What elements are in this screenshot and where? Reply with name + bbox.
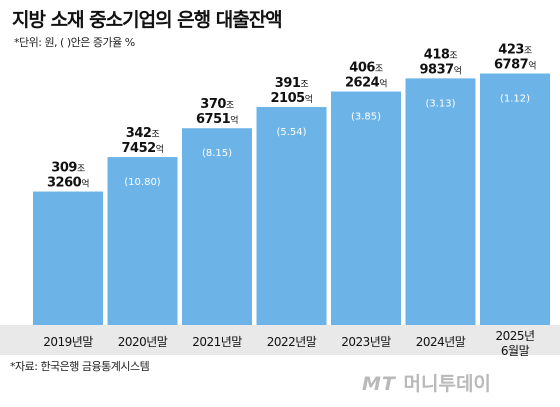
- growth-rate-label: (5.54): [276, 127, 306, 138]
- value-label-eok: 3260억: [47, 176, 89, 191]
- bar: [33, 191, 103, 325]
- category-label: 2024년말: [416, 335, 466, 349]
- value-label-eok: 6751억: [196, 112, 238, 127]
- logo-text: 머니투데이: [403, 373, 491, 395]
- value-label-eok: 9837억: [420, 62, 462, 77]
- source-note: *자료: 한국은행 금융통계시스템: [10, 360, 150, 373]
- bar: [405, 78, 476, 325]
- value-label-eok: 7452억: [122, 141, 164, 156]
- growth-rate-label: (8.15): [202, 148, 232, 159]
- bar: [331, 91, 401, 326]
- category-label: 2022년말: [267, 335, 317, 349]
- bar: [480, 73, 550, 325]
- category-label: 2023년말: [341, 335, 391, 349]
- category-label: 2019년말: [43, 335, 93, 349]
- value-label-jo: 406조: [349, 60, 383, 75]
- bar: [182, 128, 252, 325]
- category-label: 2020년말: [118, 335, 168, 349]
- value-label-eok: 2624억: [345, 75, 387, 90]
- growth-rate-label: (3.85): [351, 111, 381, 122]
- unit-note: *단위: 원, ( )안은 증가율 %: [14, 36, 135, 49]
- growth-rate-label: (10.80): [124, 177, 161, 188]
- value-label-jo: 423조: [498, 43, 532, 58]
- growth-rate-label: (1.12): [500, 94, 530, 105]
- value-label-eok: 2105억: [271, 91, 313, 106]
- x-axis-band-bg: [0, 325, 560, 355]
- value-label-jo: 391조: [275, 76, 309, 91]
- x-axis-band: 2019년말 2020년말 2021년말 2022년말 2023년말 2024년말 2025…: [0, 325, 560, 358]
- publisher-logo: MT 머니투데이: [362, 369, 491, 396]
- logo-mt: MT: [362, 373, 396, 395]
- value-label-eok: 6787억: [494, 58, 536, 73]
- category-label: 6월말: [501, 344, 530, 358]
- value-label-jo: 309조: [51, 161, 85, 176]
- bar: [256, 107, 327, 325]
- value-label-jo: 370조: [200, 97, 234, 112]
- category-label: 2021년말: [192, 335, 242, 349]
- growth-rate-label: (3.13): [425, 98, 455, 109]
- chart-title: 지방 소재 중소기업의 은행 대출잔액: [12, 9, 283, 31]
- category-label: 2025년: [495, 329, 534, 343]
- bar: [107, 157, 178, 325]
- value-label-jo: 418조: [424, 47, 458, 62]
- value-label-jo: 342조: [126, 126, 160, 141]
